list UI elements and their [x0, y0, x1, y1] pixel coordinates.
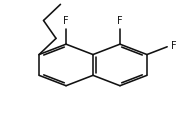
- Text: F: F: [171, 41, 176, 51]
- Text: F: F: [117, 16, 123, 26]
- Text: F: F: [63, 16, 69, 26]
